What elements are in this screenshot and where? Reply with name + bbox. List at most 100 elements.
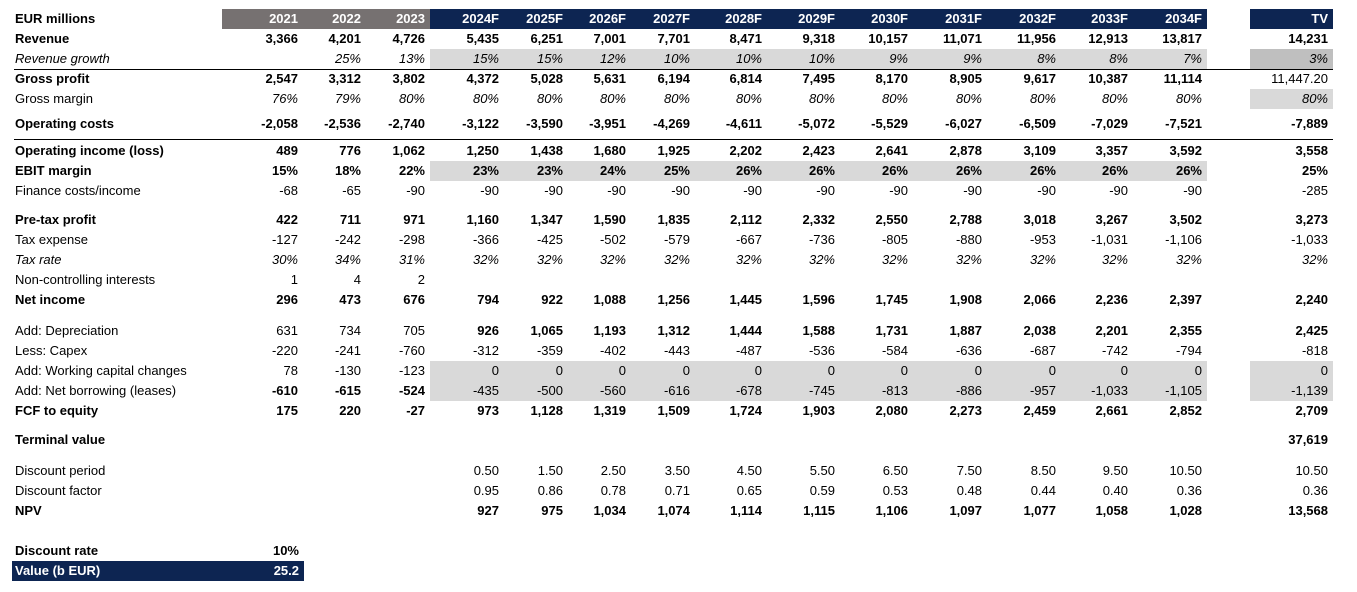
value-cell[interactable]: 0.44 [1030,483,1056,498]
value-cell[interactable]: 2 [417,272,425,287]
value-cell[interactable]: 10,157 [868,31,908,46]
value-cell[interactable] [987,430,1061,450]
value-cell[interactable] [568,270,631,290]
value-cell[interactable]: -953 [1029,232,1056,247]
value-cell[interactable]: 3,502 [1169,212,1202,227]
value-cell[interactable]: -242 [334,232,361,247]
value-cell[interactable]: 973 [477,403,499,418]
value-cell[interactable]: -487 [735,343,762,358]
tv-cell[interactable]: 25% [1301,163,1328,178]
value-cell[interactable]: 80% [663,91,690,106]
value-cell[interactable]: 8,170 [875,71,908,86]
value-cell[interactable]: -123 [398,363,425,378]
value-cell[interactable]: 3,802 [392,71,425,86]
value-cell[interactable]: 6,194 [657,71,690,86]
value-cell[interactable]: 32% [663,252,690,267]
value-cell[interactable]: -90 [743,183,762,198]
value-cell[interactable]: 0 [695,361,767,381]
value-cell[interactable]: 1,077 [1023,503,1056,518]
value-cell[interactable]: 1,731 [875,323,908,338]
value-cell[interactable]: 631 [276,323,298,338]
value-cell[interactable]: 7.50 [956,463,982,478]
value-cell[interactable]: 971 [403,212,425,227]
tv-cell[interactable]: -7,889 [1291,116,1328,131]
value-cell[interactable]: 32% [1029,252,1056,267]
value-cell[interactable]: 11,114 [1163,71,1202,86]
value-cell[interactable]: -736 [808,232,835,247]
value-cell[interactable]: 30% [271,252,298,267]
value-cell[interactable]: -68 [279,183,298,198]
value-cell[interactable]: 32% [536,252,563,267]
value-cell[interactable]: 220 [339,403,361,418]
value-cell[interactable] [840,430,913,450]
value-cell[interactable]: 26% [913,161,987,181]
value-cell[interactable] [430,270,504,290]
value-cell[interactable]: 10% [767,49,840,69]
value-cell[interactable]: 5,435 [466,31,499,46]
value-cell[interactable]: 4 [353,272,361,287]
value-cell[interactable]: -90 [1037,183,1056,198]
value-cell[interactable]: 2,788 [949,212,982,227]
value-cell[interactable]: 2,878 [949,143,982,158]
value-cell[interactable]: -127 [271,232,298,247]
value-cell[interactable] [1133,430,1207,450]
value-cell[interactable]: -90 [816,183,835,198]
value-cell[interactable]: 80% [472,91,499,106]
value-cell[interactable] [631,430,695,450]
tv-cell[interactable]: -285 [1301,183,1328,198]
value-cell[interactable]: -298 [398,232,425,247]
value-cell[interactable]: 8% [1061,49,1133,69]
value-cell[interactable]: 32% [1175,252,1202,267]
value-cell[interactable]: 32% [1101,252,1128,267]
value-cell[interactable]: 711 [340,212,361,227]
value-cell[interactable]: 1,724 [729,403,762,418]
value-cell[interactable]: -678 [695,381,767,401]
value-cell[interactable] [222,461,303,481]
tv-cell[interactable]: 14,231 [1288,31,1328,46]
value-cell[interactable] [840,270,913,290]
value-cell[interactable]: 5.50 [809,463,835,478]
value-cell[interactable] [222,49,303,69]
value-cell[interactable]: 1,347 [530,212,563,227]
value-cell[interactable]: 0 [631,361,695,381]
value-cell[interactable]: -402 [599,343,626,358]
value-cell[interactable]: 676 [403,292,425,307]
value-cell[interactable]: -90 [607,183,626,198]
value-cell[interactable]: 3,312 [328,71,361,86]
value-cell[interactable]: 3,267 [1095,212,1128,227]
value-cell[interactable] [303,501,366,521]
tv-cell[interactable]: 80% [1250,89,1333,109]
value-cell[interactable]: 1,128 [530,403,563,418]
value-cell[interactable]: 2,332 [802,212,835,227]
value-cell[interactable]: 2,273 [949,403,982,418]
tv-cell[interactable]: 2,240 [1295,292,1328,307]
value-cell[interactable]: -584 [881,343,908,358]
value-cell[interactable]: 2,459 [1023,403,1056,418]
value-cell[interactable]: -886 [913,381,987,401]
value-cell[interactable]: -615 [334,383,361,398]
value-cell[interactable]: 0 [987,361,1061,381]
value-cell[interactable]: 0 [840,361,913,381]
value-cell[interactable]: 2,066 [1023,292,1056,307]
value-cell[interactable]: 3,366 [265,31,298,46]
value-cell[interactable]: -957 [987,381,1061,401]
value-cell[interactable]: 80% [808,91,835,106]
value-cell[interactable]: 2,038 [1023,323,1056,338]
value-cell[interactable]: 9% [840,49,913,69]
value-cell[interactable]: 80% [1101,91,1128,106]
value-cell[interactable]: 76% [271,91,298,106]
value-cell[interactable]: 11,956 [1016,31,1056,46]
value-cell[interactable]: 23% [430,161,504,181]
value-cell[interactable]: -90 [544,183,563,198]
value-cell[interactable]: 1,835 [657,212,690,227]
value-cell[interactable]: 1,745 [875,292,908,307]
value-cell[interactable] [767,270,840,290]
value-cell[interactable]: 1,312 [657,323,690,338]
value-cell[interactable]: 80% [536,91,563,106]
value-cell[interactable]: 922 [541,292,563,307]
value-cell[interactable]: 4,726 [392,31,425,46]
value-cell[interactable] [430,430,504,450]
value-cell[interactable]: 80% [955,91,982,106]
value-cell[interactable]: 1,438 [530,143,563,158]
value-cell[interactable]: -610 [271,383,298,398]
